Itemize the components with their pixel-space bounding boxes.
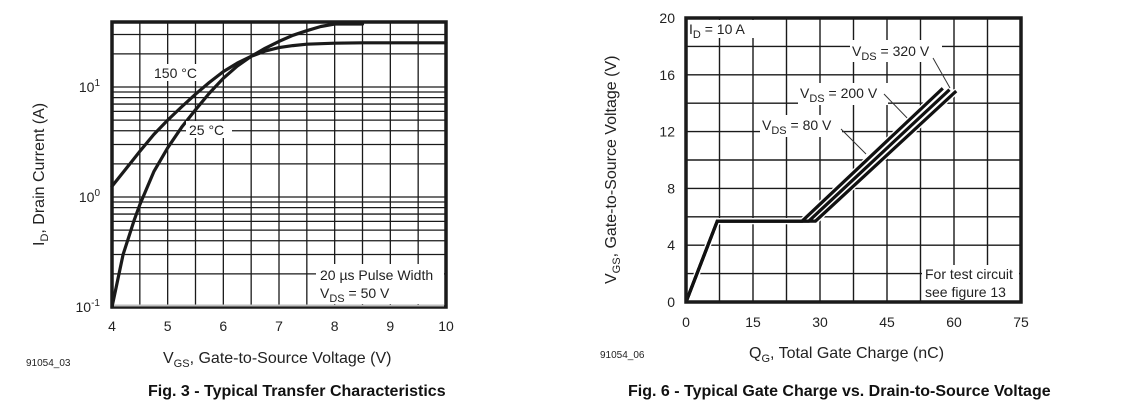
fig3-vds-label: VDS = 50 V [320, 285, 390, 305]
x-tick-label: 60 [946, 314, 962, 330]
fig6-label-bg [798, 83, 888, 105]
fig6-series-label-80v: VDS = 80 V [762, 117, 832, 137]
fig3-pulse-width-label: 20 µs Pulse Width [320, 267, 433, 283]
fig6-y-axis-label: VGS, Gate-to-Source Voltage (V) [603, 56, 623, 284]
fig6-x-ticks: 0 15 30 45 60 75 [682, 314, 1029, 330]
fig3-figure-id: 91054_03 [26, 358, 71, 369]
y-tick-label: 8 [667, 180, 675, 196]
fig3-grid [112, 22, 446, 307]
fig6-leader-320v [932, 57, 951, 89]
fig3-label-bg [150, 64, 204, 81]
fig3-x-axis-label: VGS, Gate-to-Source Voltage (V) [163, 350, 391, 370]
x-tick-label: 0 [682, 314, 690, 330]
fig6-x-axis-label: QG, Total Gate Charge (nC) [749, 345, 944, 365]
fig6-y-ticks: 0 4 8 12 16 20 [659, 10, 675, 310]
x-tick-label: 10 [438, 318, 454, 334]
fig6-note-bg [922, 265, 1019, 301]
fig6-caption: Fig. 6 - Typical Gate Charge vs. Drain-t… [628, 383, 1051, 400]
fig6-label-bg [850, 40, 942, 62]
fig3-caption: Fig. 3 - Typical Transfer Characteristic… [148, 383, 446, 400]
fig6-note-line2: see figure 13 [925, 284, 1006, 300]
y-tick-label: 16 [659, 67, 675, 83]
y-tick-label: 0 [667, 294, 675, 310]
fig6-note-line1: For test circuit [925, 266, 1013, 282]
fig3-y-ticks: 101 100 10-1 [76, 78, 101, 315]
y-tick-label: 100 [79, 188, 101, 205]
y-tick-label: 12 [659, 124, 675, 140]
x-tick-label: 7 [275, 318, 283, 334]
fig6-grid [686, 18, 1021, 302]
fig3-curves [110, 22, 448, 309]
x-tick-label: 30 [812, 314, 828, 330]
fig3-plot-border [110, 20, 448, 309]
x-tick-label: 15 [745, 314, 761, 330]
fig6-label-bg [760, 115, 842, 137]
y-tick-label: 101 [79, 78, 101, 95]
x-tick-label: 75 [1013, 314, 1029, 330]
transfer-characteristics-chart: 20 µs Pulse Width VDS = 50 V 150 °C 25 °… [26, 20, 454, 370]
series-line-320v [684, 89, 958, 303]
y-tick-label: 20 [659, 10, 675, 26]
fig3-label-bg [186, 121, 232, 138]
gate-charge-chart: ID = 10 A For test circuit see figure 13… [600, 10, 1029, 365]
fig3-x-ticks: 4 5 6 7 8 9 10 [108, 318, 454, 334]
fig6-leader-200v [883, 93, 912, 123]
fig6-condition-bg [688, 20, 754, 38]
fig6-plot-border [684, 16, 1023, 304]
series-line-25c [110, 22, 365, 309]
x-tick-label: 6 [219, 318, 227, 334]
x-tick-label: 5 [164, 318, 172, 334]
fig6-figure-id: 91054_06 [600, 350, 645, 361]
fig6-curves [683, 86, 959, 304]
y-tick-label: 10-1 [76, 298, 101, 315]
x-tick-label: 9 [386, 318, 394, 334]
x-tick-label: 8 [331, 318, 339, 334]
fig3-annotation-box: 20 µs Pulse Width VDS = 50 V [316, 264, 444, 305]
fig3-series-label-25c: 25 °C [189, 122, 224, 138]
fig6-series-label-200v: VDS = 200 V [800, 85, 878, 105]
fig6-leader-80v [840, 128, 867, 155]
fig3-series-label-150c: 150 °C [154, 65, 197, 81]
fig6-series-label-320v: VDS = 320 V [852, 43, 930, 63]
x-tick-label: 4 [108, 318, 116, 334]
series-line-150c [110, 41, 448, 188]
y-tick-label: 4 [667, 237, 675, 253]
x-tick-label: 45 [879, 314, 895, 330]
fig3-y-axis-label: ID, Drain Current (A) [31, 103, 51, 246]
fig6-condition-label: ID = 10 A [689, 21, 745, 41]
